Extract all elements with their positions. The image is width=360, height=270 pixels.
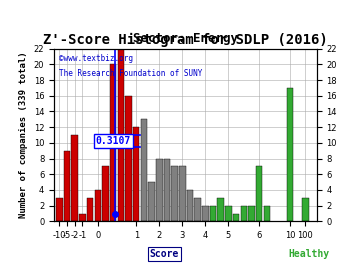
Bar <box>248 206 255 221</box>
Bar <box>72 135 78 221</box>
Bar <box>225 206 232 221</box>
Y-axis label: Number of companies (339 total): Number of companies (339 total) <box>19 52 28 218</box>
Bar <box>187 190 193 221</box>
Bar <box>87 198 93 221</box>
Bar <box>264 206 270 221</box>
Text: Healthy: Healthy <box>289 249 330 259</box>
Bar <box>194 198 201 221</box>
Bar <box>171 166 178 221</box>
Bar <box>102 166 109 221</box>
Bar <box>302 198 309 221</box>
Bar <box>79 214 86 221</box>
Bar <box>95 190 101 221</box>
Bar <box>217 198 224 221</box>
Bar <box>164 158 170 221</box>
Bar <box>141 119 147 221</box>
Bar <box>118 49 124 221</box>
Bar <box>133 127 139 221</box>
Bar <box>179 166 186 221</box>
Bar <box>240 206 247 221</box>
Bar <box>125 96 132 221</box>
Bar <box>233 214 239 221</box>
Bar <box>202 206 209 221</box>
Bar <box>256 166 262 221</box>
Text: Score: Score <box>150 249 179 259</box>
Bar <box>56 198 63 221</box>
Bar <box>210 206 216 221</box>
Bar <box>156 158 162 221</box>
Text: Sector: Energy: Sector: Energy <box>133 32 238 45</box>
Bar <box>110 64 116 221</box>
Text: 0.3107: 0.3107 <box>95 136 131 146</box>
Title: Z'-Score Histogram for SDLP (2016): Z'-Score Histogram for SDLP (2016) <box>43 33 328 48</box>
Bar <box>64 151 70 221</box>
Text: The Research Foundation of SUNY: The Research Foundation of SUNY <box>59 69 203 78</box>
Bar <box>148 182 155 221</box>
Bar <box>287 88 293 221</box>
Text: ©www.textbiz.org: ©www.textbiz.org <box>59 54 133 63</box>
